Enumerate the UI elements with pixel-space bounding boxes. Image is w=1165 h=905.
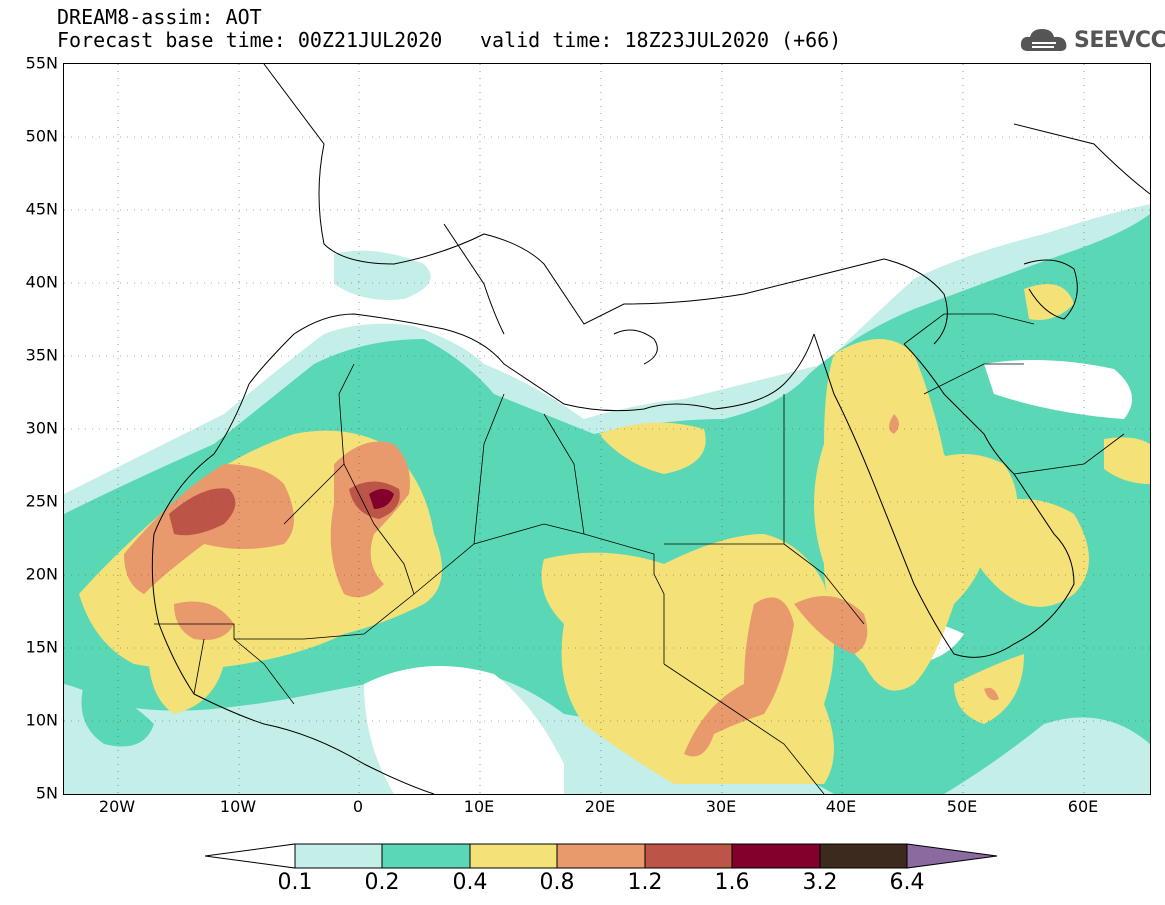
colorbar-label: 0.1 [277,870,313,895]
aot-level-0.4 [79,284,1150,784]
aot-level-1.6 [369,489,394,509]
colorbar-bin-3.2-6.4 [819,843,908,869]
lat-label: 15N [25,637,58,657]
lon-label: 20E [584,797,616,816]
valid-time: valid time: 18Z23JUL2020 (+66) [480,28,842,52]
lon-label: 50E [946,797,978,816]
colorbar-bin-0.2-0.4 [381,843,471,869]
coastlines [151,64,1150,794]
graticule [64,64,1150,794]
colorbar-bin-0.4-0.8 [469,843,558,869]
aot-field [64,64,1150,794]
lon-label: 60E [1067,797,1099,816]
lat-label: 20N [25,564,58,584]
forecast-base-time: Forecast base time: 00Z21JUL2020 [57,28,443,52]
lon-label: 10W [219,797,257,816]
lat-label: 35N [25,345,58,365]
country-borders [154,313,1125,794]
lat-label: 10N [25,710,58,730]
colorbar-low-arrow [205,843,296,869]
colorbar-bin-1.6-3.2 [731,843,821,869]
colorbar-label: 1.2 [627,870,663,895]
lat-label: 45N [25,199,58,219]
colorbar-label: 0.2 [364,870,400,895]
colorbar-label: 1.6 [714,870,750,895]
lon-label: 0 [352,797,364,816]
colorbar-label: 3.2 [802,870,838,895]
lon-label: 20W [98,797,136,816]
lat-label: 5N [35,783,58,803]
seevccc-logo: SEEVCCC [1018,22,1165,58]
cloud-icon [1020,29,1067,51]
aot-map [63,63,1151,795]
lat-label: 25N [25,491,58,511]
colorbar-bin-1.2-1.6 [644,843,733,869]
lat-label: 50N [25,126,58,146]
logo-text: SEEVCCC [1074,27,1165,53]
lon-label: 40E [825,797,857,816]
colorbar-label: 0.4 [452,870,488,895]
colorbar-label: 6.4 [889,870,925,895]
colorbar-label: 0.8 [539,870,575,895]
colorbar [205,843,998,869]
colorbar-bin-0.8-1.2 [556,843,646,869]
lat-label: 30N [25,418,58,438]
lon-label: 10E [463,797,495,816]
lat-label: 55N [25,53,58,73]
map-title: DREAM8-assim: AOT [57,5,262,29]
lat-label: 40N [25,272,58,292]
colorbar-high-arrow [906,843,998,869]
lon-label: 30E [705,797,737,816]
colorbar-bin-0.1-0.2 [294,843,383,869]
